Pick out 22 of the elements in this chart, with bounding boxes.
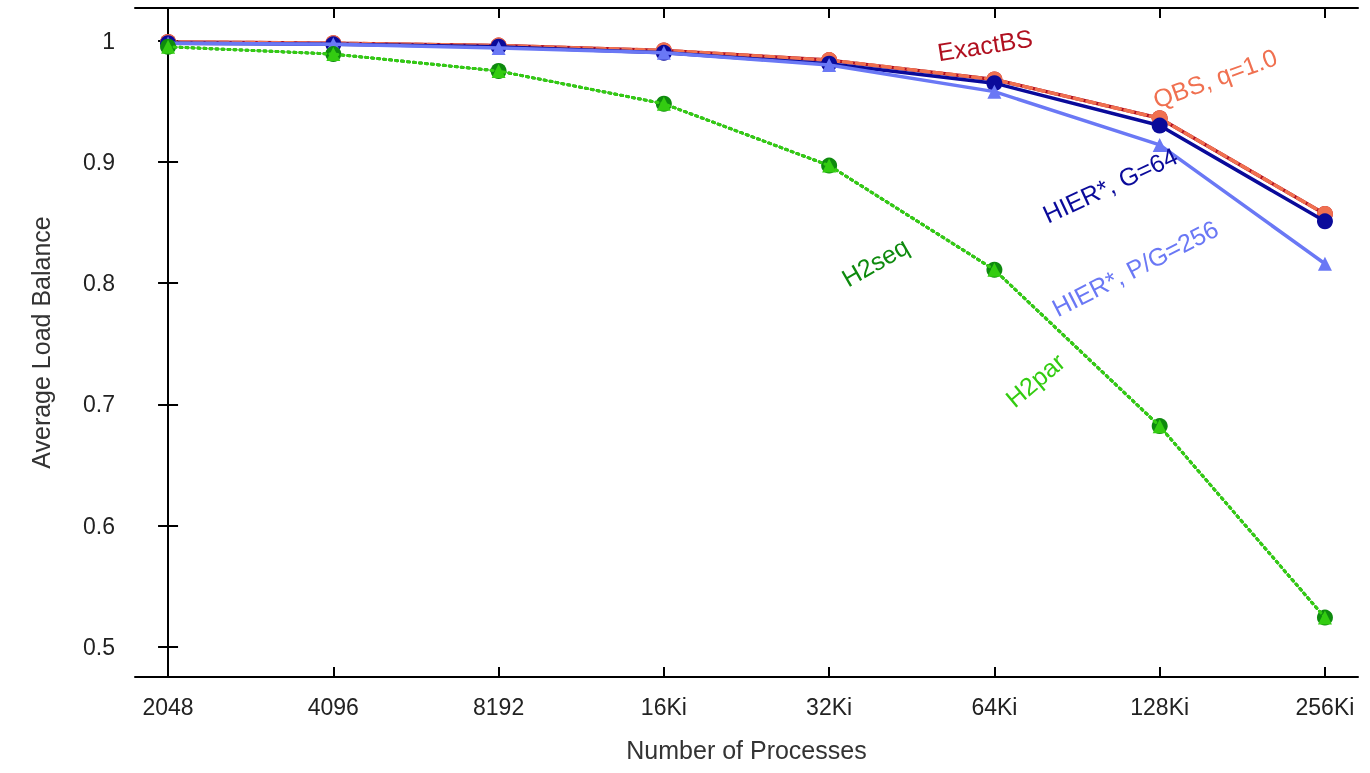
point — [987, 84, 1002, 99]
y-axis-title: Average Load Balance — [26, 216, 55, 469]
x-tick-label: 8192 — [473, 693, 525, 720]
x-tick-label: 64Ki — [971, 693, 1018, 720]
x-tick-label: 256Ki — [1295, 693, 1355, 720]
x-tick-label: 2048 — [142, 693, 194, 720]
y-tick-label: 0.5 — [83, 633, 115, 660]
point — [1317, 256, 1332, 271]
point — [1316, 213, 1333, 230]
y-tick-label: 0.6 — [83, 512, 115, 539]
text: ExactBS — [935, 23, 1035, 67]
y-tick-label: 0.8 — [83, 270, 115, 297]
x-tick-label: 32Ki — [806, 693, 853, 720]
text: QBS, q=1.0 — [1149, 42, 1281, 114]
y-tick-label: 0.7 — [83, 391, 115, 418]
x-axis-title: Number of Processes — [626, 735, 867, 764]
y-tick-label: 0.9 — [83, 148, 115, 175]
y-tick-label: 1 — [102, 27, 115, 54]
x-tick-label: 4096 — [307, 693, 359, 720]
x-tick-label: 16Ki — [640, 693, 687, 720]
x-tick-label: 128Ki — [1130, 693, 1190, 720]
point — [1151, 117, 1168, 134]
